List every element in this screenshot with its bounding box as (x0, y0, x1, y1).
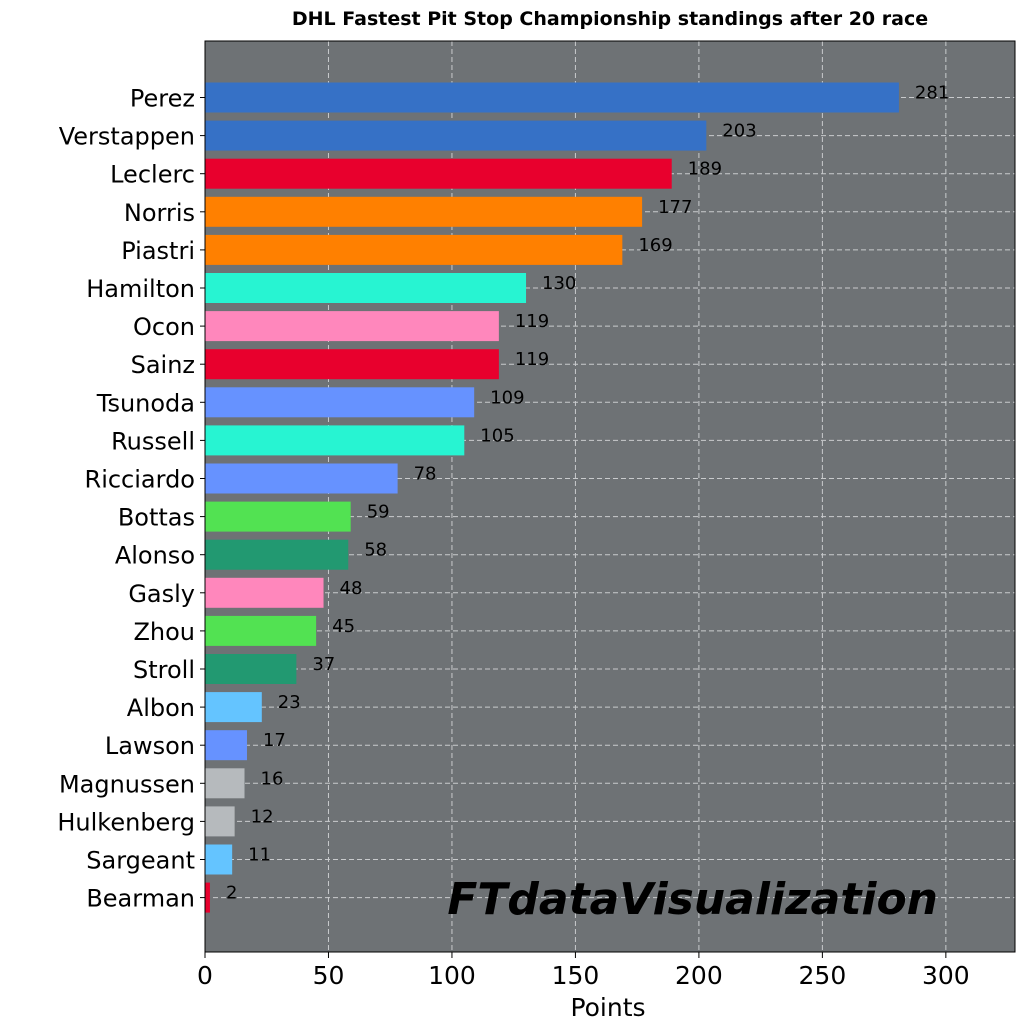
bar (205, 730, 247, 761)
bar (205, 158, 672, 189)
y-tick-label: Stroll (133, 656, 195, 684)
y-tick-label: Lawson (105, 732, 195, 760)
y-tick-label: Tsunoda (96, 389, 195, 417)
bar-value-label: 130 (542, 273, 576, 294)
x-tick-label: 250 (799, 961, 847, 990)
plot-area (205, 41, 1015, 952)
bar (205, 844, 233, 875)
watermark: FTdataVisualization (447, 874, 938, 925)
y-tick-label: Sainz (131, 351, 195, 379)
bar (205, 273, 527, 303)
bar-value-label: 105 (480, 425, 514, 446)
y-tick-label: Perez (130, 85, 195, 113)
bar-value-label: 281 (915, 83, 949, 104)
bar-value-label: 119 (515, 349, 549, 370)
bar (205, 349, 499, 380)
bar (205, 882, 210, 913)
bar-value-label: 189 (688, 159, 722, 180)
bar-value-label: 11 (248, 845, 271, 866)
bar-value-label: 37 (312, 654, 335, 675)
bar-value-label: 2 (226, 883, 237, 904)
bar (205, 387, 475, 418)
bar-value-label: 23 (278, 692, 301, 713)
x-tick-label: 200 (675, 961, 723, 990)
bar-value-label: 59 (367, 502, 390, 523)
bar-value-label: 177 (658, 197, 692, 218)
x-tick-label: 50 (313, 961, 345, 990)
axis-layer: Perez Verstappen Leclerc Norris Piastri Hamil… (57, 85, 969, 991)
y-tick-label: Hulkenberg (57, 808, 195, 836)
x-tick-label: 150 (552, 961, 600, 990)
bar-value-label: 109 (490, 387, 524, 408)
bar-value-label: 203 (722, 121, 756, 142)
bar-value-label: 17 (263, 730, 286, 751)
bar (205, 577, 324, 608)
y-tick-label: Piastri (121, 237, 195, 265)
bar (205, 311, 499, 342)
y-tick-label: Ricciardo (85, 466, 195, 494)
bar-value-label: 58 (364, 540, 387, 561)
y-tick-label: Norris (124, 199, 195, 227)
y-tick-label: Hamilton (86, 275, 195, 303)
x-tick-label: 0 (197, 961, 213, 990)
y-tick-label: Sargeant (86, 847, 195, 875)
bar (205, 120, 707, 151)
bar-value-label: 48 (340, 578, 363, 599)
bar-value-label: 12 (251, 806, 274, 827)
bar (205, 196, 643, 227)
bar (205, 425, 465, 456)
y-tick-label: Bearman (86, 885, 195, 913)
y-tick-label: Ocon (133, 313, 195, 341)
bar (205, 806, 235, 837)
bar (205, 615, 317, 646)
bar-value-label: 169 (638, 235, 672, 256)
bar-value-label: 78 (414, 464, 437, 485)
bar (205, 82, 899, 113)
x-tick-label: 100 (428, 961, 476, 990)
bar (205, 501, 351, 532)
y-tick-label: Alonso (115, 542, 195, 570)
bar (205, 692, 262, 723)
bar (205, 768, 245, 799)
y-tick-label: Verstappen (59, 123, 195, 151)
y-tick-label: Albon (127, 694, 195, 722)
bar (205, 463, 398, 494)
y-tick-label: Magnussen (59, 770, 195, 798)
x-axis-label: Points (570, 993, 645, 1022)
y-tick-label: Russell (111, 427, 195, 455)
y-tick-label: Zhou (133, 618, 195, 646)
bar (205, 654, 297, 684)
chart-title: DHL Fastest Pit Stop Championship standi… (291, 8, 929, 30)
bar-value-label: 16 (261, 768, 284, 789)
y-tick-label: Gasly (128, 580, 195, 608)
bar (205, 234, 623, 265)
x-tick-label: 300 (922, 961, 970, 990)
bar-layer (205, 82, 899, 913)
bar-value-label: 119 (515, 311, 549, 332)
bar (205, 539, 349, 570)
plot-frame (204, 40, 1016, 953)
bar-value-label: 45 (332, 616, 355, 637)
y-tick-label: Leclerc (110, 161, 195, 189)
y-tick-label: Bottas (118, 504, 195, 532)
